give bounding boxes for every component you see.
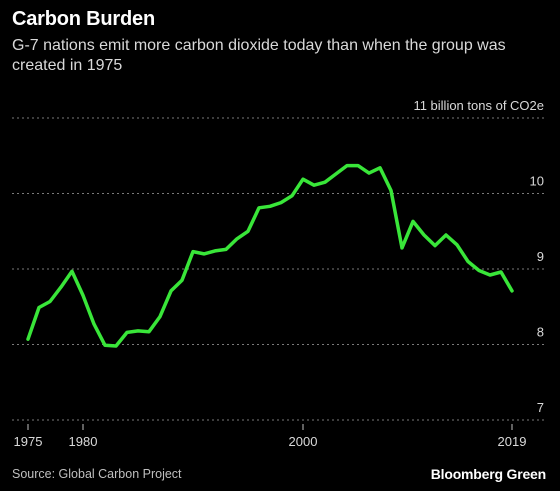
brand-logo-text: Bloomberg Green: [430, 466, 546, 482]
series-line-0: [26, 163, 514, 348]
source-note: Source: Global Carbon Project: [12, 467, 182, 481]
y-tick-label: 9: [537, 249, 544, 264]
x-tick-label: 2000: [289, 434, 318, 449]
y-tick-label: 10: [530, 174, 544, 189]
x-tick-label: 2019: [498, 434, 527, 449]
series-layer: [26, 163, 514, 348]
y-axis-labels: 11 billion tons of CO2e 10 9 8 7: [413, 98, 544, 415]
x-tick-label: 1975: [14, 434, 43, 449]
y-tick-label: 8: [537, 325, 544, 340]
x-tick-label: 1980: [69, 434, 98, 449]
x-axis: 1975 1980 2000 2019: [12, 424, 544, 449]
y-tick-label: 11 billion tons of CO2e: [413, 98, 544, 113]
chart-subtitle: G-7 nations emit more carbon dioxide tod…: [12, 37, 506, 74]
chart-title: Carbon Burden: [12, 8, 155, 30]
gridlines: [12, 117, 544, 421]
y-tick-label: 7: [537, 400, 544, 415]
